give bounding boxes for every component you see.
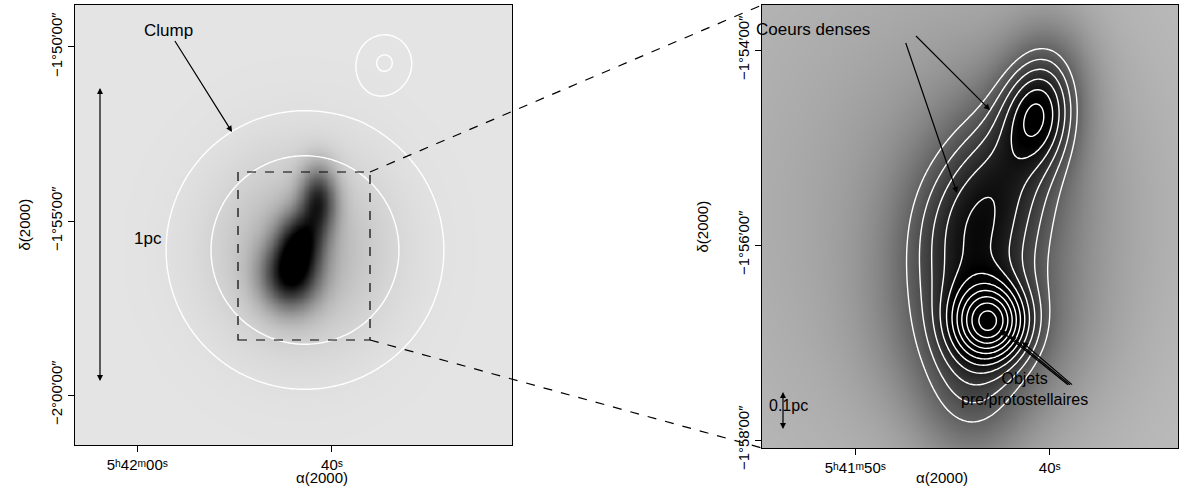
svg-text:δ(2000): δ(2000) xyxy=(16,199,33,251)
svg-text:Coeurs denses: Coeurs denses xyxy=(756,20,870,39)
svg-text:40ˢ: 40ˢ xyxy=(1039,459,1061,476)
svg-text:−1°50′00″: −1°50′00″ xyxy=(48,12,65,77)
svg-text:−2°00′00″: −2°00′00″ xyxy=(48,360,65,425)
svg-text:−1°54′00″: −1°54′00″ xyxy=(735,15,752,80)
svg-text:1pc: 1pc xyxy=(134,229,162,248)
svg-text:5ʰ41ᵐ50ˢ: 5ʰ41ᵐ50ˢ xyxy=(825,459,886,476)
svg-text:0.1pc: 0.1pc xyxy=(769,397,808,414)
svg-text:40ˢ: 40ˢ xyxy=(321,456,343,473)
svg-text:α(2000): α(2000) xyxy=(296,469,348,486)
svg-text:Objetspre/protostellaires: Objetspre/protostellaires xyxy=(961,370,1088,408)
svg-text:δ(2000): δ(2000) xyxy=(694,201,711,253)
svg-text:−1°56′00″: −1°56′00″ xyxy=(735,210,752,275)
svg-text:−1°55′00″: −1°55′00″ xyxy=(48,186,65,251)
svg-text:−1°58′00″: −1°58′00″ xyxy=(735,405,752,470)
svg-text:Clump: Clump xyxy=(144,21,193,40)
svg-text:5ʰ42ᵐ00ˢ: 5ʰ42ᵐ00ˢ xyxy=(107,456,168,473)
svg-text:α(2000): α(2000) xyxy=(916,469,968,486)
